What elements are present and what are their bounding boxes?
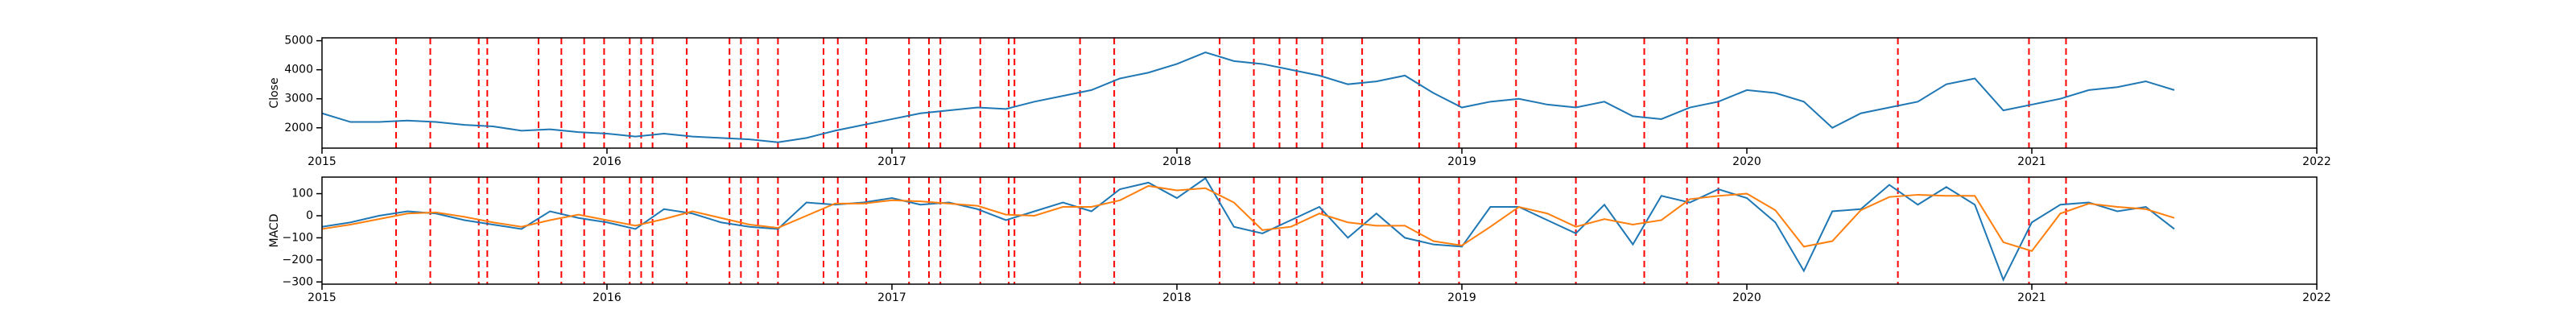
y-tick-label: 5000 <box>284 35 313 47</box>
y-axis-label: Close <box>268 77 281 108</box>
plot-frame <box>321 37 2318 149</box>
y-tick-label: −100 <box>283 231 313 244</box>
x-tick-label: 2019 <box>1447 155 1476 168</box>
series-line <box>321 184 2175 253</box>
series-line <box>321 51 2175 143</box>
y-tick-label: 2000 <box>284 122 313 134</box>
x-tick-label: 2016 <box>592 291 621 304</box>
x-tick-label: 2016 <box>592 155 621 168</box>
y-tick-label: 3000 <box>284 93 313 105</box>
x-tick-label: 2015 <box>308 291 336 304</box>
x-tick-label: 2022 <box>2302 155 2331 168</box>
y-tick-label: −300 <box>283 275 313 288</box>
x-tick-label: 2022 <box>2302 291 2331 304</box>
y-tick-label: −200 <box>283 254 313 266</box>
x-tick-label: 2020 <box>1732 291 1761 304</box>
y-tick-label: 4000 <box>284 64 313 76</box>
x-tick-label: 2018 <box>1162 291 1191 304</box>
x-tick-label: 2015 <box>308 155 336 168</box>
x-tick-label: 2021 <box>2017 155 2046 168</box>
y-tick-label: 100 <box>291 188 313 200</box>
x-tick-label: 2017 <box>877 291 906 304</box>
plot-frame <box>321 176 2318 285</box>
x-tick-label: 2019 <box>1447 291 1476 304</box>
x-tick-label: 2017 <box>877 155 906 168</box>
y-axis-label: MACD <box>268 214 281 248</box>
x-tick-label: 2018 <box>1162 155 1191 168</box>
y-tick-label: 0 <box>306 209 313 222</box>
x-tick-label: 2021 <box>2017 291 2046 304</box>
series-line <box>321 176 2175 283</box>
x-tick-label: 2020 <box>1732 155 1761 168</box>
